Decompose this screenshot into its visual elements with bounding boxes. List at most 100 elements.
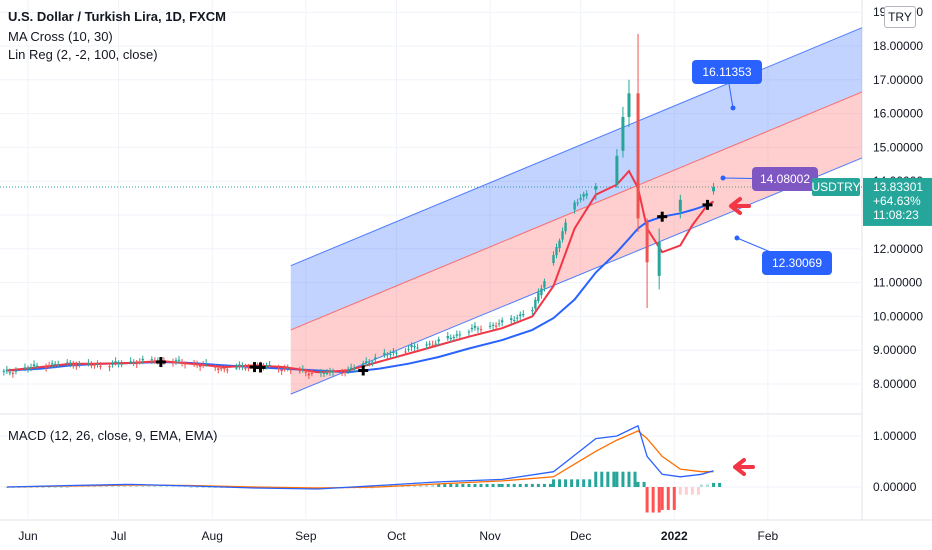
- macd-histogram-bar: [479, 483, 483, 487]
- price-value: 13.83301: [873, 180, 923, 194]
- candle-body: [470, 327, 474, 330]
- candle-body: [389, 354, 392, 356]
- candle-body: [265, 364, 268, 366]
- candle-body: [322, 372, 326, 374]
- candle-body: [129, 361, 132, 363]
- candle-body: [615, 155, 619, 185]
- candle-body: [325, 372, 329, 374]
- macd-histogram-bar: [696, 487, 700, 495]
- macd-histogram-bar: [47, 487, 51, 488]
- macd-histogram-bar: [105, 485, 109, 487]
- candle-body: [301, 369, 305, 371]
- candle-body: [645, 221, 649, 263]
- macd-histogram-bar: [612, 471, 616, 487]
- channel-lower-line: [290, 157, 863, 395]
- regression-channel: [290, 27, 863, 395]
- lin-reg-legend[interactable]: Lin Reg (2, -2, 100, close): [8, 47, 158, 62]
- candle-body: [226, 369, 229, 371]
- candle-body: [519, 314, 522, 317]
- macd-histogram-bar: [542, 483, 546, 487]
- candle-body: [352, 368, 356, 370]
- y-tick-label: 18.00000: [873, 39, 923, 53]
- candle-body: [2, 370, 6, 372]
- candle-body: [349, 367, 353, 370]
- macd-histogram-bar: [712, 482, 716, 487]
- candle-body: [488, 325, 492, 327]
- macd-histogram-bar: [382, 484, 386, 487]
- candle-body: [35, 365, 39, 367]
- x-tick-label: Feb: [758, 529, 779, 543]
- candle-body: [5, 369, 9, 371]
- macd-histogram-bar: [600, 471, 604, 487]
- macd-histogram-bar: [657, 487, 661, 513]
- candle-body: [66, 362, 69, 364]
- macd-histogram-bar: [660, 487, 664, 510]
- candle-body: [416, 347, 419, 349]
- macd-histogram-bar: [159, 485, 163, 487]
- candle-body: [14, 370, 18, 372]
- macd-histogram-bar: [80, 485, 84, 487]
- y-tick-label: 15.00000: [873, 140, 923, 154]
- candle-body: [365, 361, 368, 364]
- macd-histogram-bar: [582, 479, 586, 487]
- candle-body: [220, 368, 223, 370]
- channel-upper-fill: [290, 27, 862, 330]
- candle-body: [561, 231, 564, 240]
- macd-histogram-bar: [431, 484, 435, 487]
- currency-button[interactable]: TRY: [884, 6, 916, 28]
- candle-body: [371, 362, 374, 364]
- candle-body: [585, 193, 588, 196]
- candle-body: [235, 367, 238, 369]
- candle-body: [564, 222, 567, 232]
- candle-body: [531, 310, 534, 312]
- candle-body: [192, 363, 196, 365]
- candle-body: [458, 334, 462, 336]
- macd-histogram-bar: [443, 483, 447, 487]
- candle-body: [407, 348, 410, 350]
- macd-histogram-bar: [684, 487, 688, 495]
- candle-body: [153, 361, 157, 363]
- macd-y-tick-label: 0.00000: [873, 480, 917, 494]
- macd-histogram-bar: [491, 483, 495, 487]
- chart-title[interactable]: U.S. Dollar / Turkish Lira, 1D, FXCM: [8, 9, 226, 24]
- channel-middle-line: [290, 91, 863, 331]
- macd-histogram-bar: [666, 487, 670, 510]
- candle-body: [57, 364, 60, 366]
- candle-body: [283, 368, 286, 370]
- candle-body: [108, 366, 111, 368]
- candle-body: [368, 362, 371, 364]
- candle-body: [491, 324, 495, 326]
- macd-histogram-bar: [588, 479, 592, 487]
- macd-histogram-bar: [177, 485, 181, 487]
- macd-histogram-bar: [530, 483, 534, 487]
- macd-arrow: [733, 458, 755, 476]
- candle-body: [310, 372, 314, 374]
- candle-body: [280, 369, 283, 372]
- macd-histogram-bar: [123, 485, 127, 487]
- candle-body: [374, 357, 377, 360]
- macd-histogram-bar: [678, 487, 682, 495]
- macd-legend[interactable]: MACD (12, 26, close, 9, EMA, EMA): [8, 428, 218, 443]
- candle-body: [26, 368, 30, 370]
- candle-body: [431, 344, 434, 346]
- macd-histogram-bar: [455, 483, 459, 487]
- macd-histogram-bar: [171, 485, 175, 487]
- macd-histogram-bar: [35, 487, 39, 488]
- candle-body: [621, 116, 625, 151]
- candle-body: [75, 365, 78, 367]
- candle-body: [93, 364, 96, 366]
- macd-histogram-bar: [449, 483, 453, 487]
- ma-cross-legend[interactable]: MA Cross (10, 30): [8, 29, 113, 44]
- macd-histogram-bar: [645, 487, 649, 513]
- candle-body: [328, 370, 332, 373]
- macd-histogram-bar: [473, 483, 477, 487]
- candle-body: [53, 363, 57, 365]
- macd-histogram-bar: [165, 485, 169, 487]
- macd-histogram-bar: [29, 487, 33, 488]
- macd-histogram-bar: [497, 483, 501, 487]
- macd-histogram-bar: [718, 482, 722, 487]
- x-tick-label: Sep: [295, 529, 317, 543]
- grid: [0, 0, 932, 521]
- macd-histogram-bar: [437, 483, 441, 487]
